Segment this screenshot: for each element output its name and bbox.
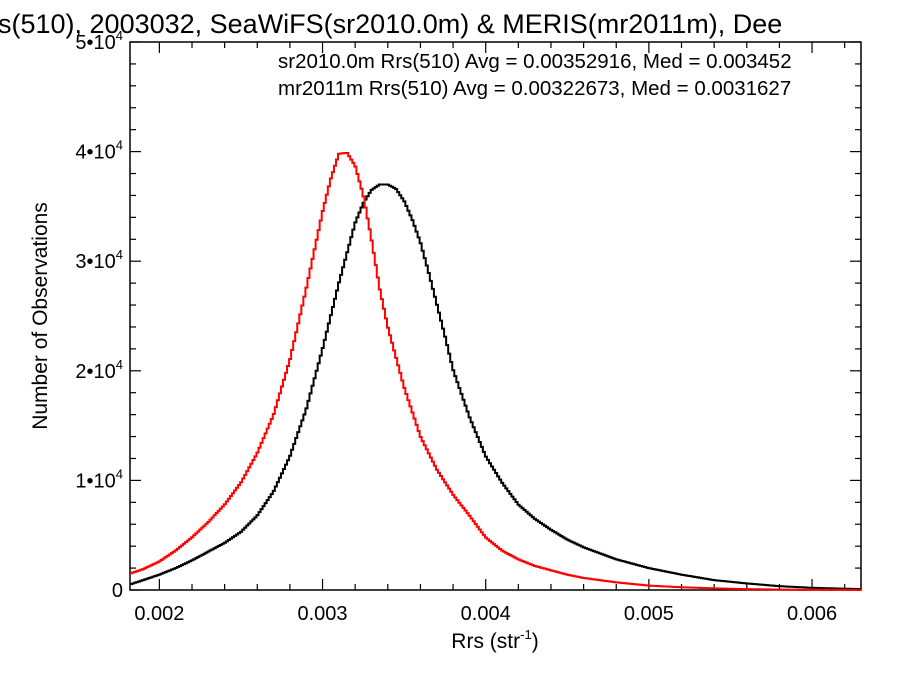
y-tick-label: 4•104 [75,138,123,164]
x-tick-label: 0.003 [298,603,348,625]
annotation-meris-stats: mr2011m Rrs(510) Avg = 0.00322673, Med =… [278,77,791,100]
y-tick-label: 1•104 [75,466,123,492]
plot-frame [129,41,862,591]
y-tick-label: 5•104 [75,28,123,54]
y-tick-label: 0 [112,580,123,602]
x-axis-label: Rrs (str-1) [451,627,538,653]
legend-annotations: sr2010.0m Rrs(510) Avg = 0.00352916, Med… [278,50,792,100]
x-tick-label: 0.006 [787,603,837,625]
series-line-meris [130,151,862,591]
x-tick-label: 0.004 [461,603,511,625]
series-layer [130,151,862,591]
x-tick-label: 0.005 [624,603,674,625]
x-axis-ticks: 0.002 0.003 0.004 0.005 0.006 [134,42,846,625]
chart-title: s(510), 2003032, SeaWiFS(sr2010.0m) & ME… [0,9,782,39]
y-tick-label: 3•104 [75,247,123,273]
y-tick-label: 2•104 [75,357,123,383]
series-line-seawifs [130,183,862,591]
y-axis-ticks: 0 1•104 2•104 3•104 4•104 5•104 [75,28,861,602]
y-axis-label: Number of Observations [29,202,52,430]
x-tick-label: 0.002 [134,603,184,625]
plot-area: 0.002 0.003 0.004 0.005 0.006 0 1•104 2•104 3•1… [75,28,862,625]
annotation-seawifs-stats: sr2010.0m Rrs(510) Avg = 0.00352916, Med… [278,50,792,73]
